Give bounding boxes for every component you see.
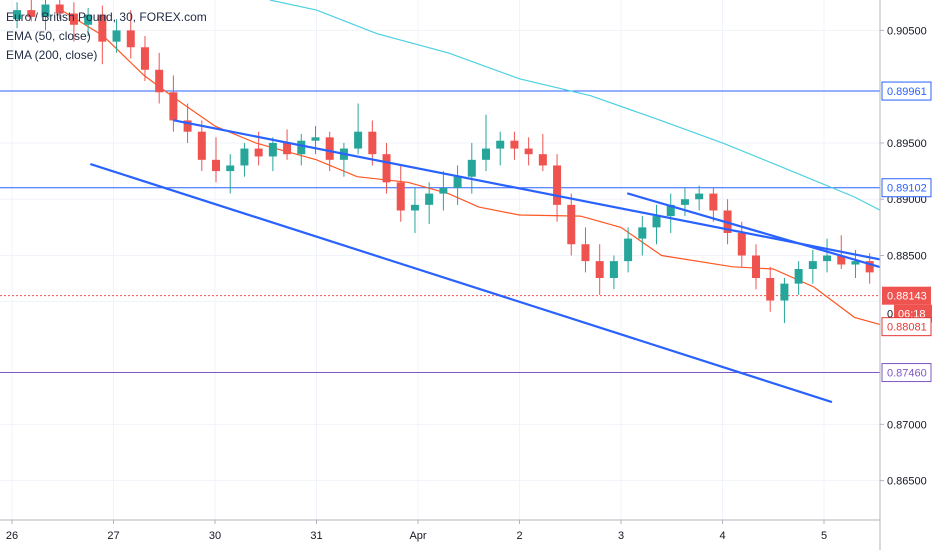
candle-body: [567, 204, 576, 245]
candle-body: [609, 261, 618, 279]
level-price-label: 0.89102: [887, 183, 927, 195]
candle-body: [126, 30, 135, 48]
x-tick-label: 26: [6, 530, 18, 542]
partial-axis-label: 0: [887, 309, 893, 321]
candle-body: [98, 14, 107, 42]
price-labels: 0.899610.891020.874600.8814306:180.88081…: [881, 81, 932, 383]
candle-body: [212, 159, 221, 172]
candle-body: [553, 165, 562, 205]
level-price-label-tag: [881, 363, 932, 383]
candle-body: [439, 187, 448, 194]
candle-body: [69, 13, 78, 25]
horizontal-levels[interactable]: [0, 90, 880, 374]
y-tick-label: 0.86500: [887, 476, 927, 488]
candle-body: [283, 142, 292, 155]
grid: [0, 0, 880, 520]
x-tick-label: 27: [107, 530, 119, 542]
candle-body: [140, 47, 149, 70]
y-tick-label: 0.88500: [887, 250, 927, 262]
candle-body: [297, 140, 306, 155]
candle-body: [425, 193, 434, 205]
candle-body: [354, 131, 363, 149]
candle-body: [311, 137, 320, 141]
x-tick-label: 30: [209, 530, 221, 542]
level-price-label: 0.89961: [887, 86, 927, 98]
candle-body: [780, 283, 789, 301]
ema200-line: [269, 0, 932, 237]
candle-body: [254, 148, 263, 157]
chart-legend: Euro / British Pound, 30, FOREX.com EMA …: [6, 8, 207, 65]
candle-body: [695, 193, 704, 200]
candle-body: [183, 120, 192, 132]
level-price-label-tag: [881, 178, 932, 198]
channel-lower-line[interactable]: [90, 163, 833, 403]
candle-body: [84, 14, 93, 25]
candle-body: [638, 227, 647, 239]
candle-body: [240, 148, 249, 166]
candle-body: [581, 244, 590, 262]
candle-body: [666, 204, 675, 217]
candle-body: [510, 140, 519, 149]
candle-body: [467, 159, 476, 177]
candle-body: [112, 30, 121, 42]
candle-body: [709, 193, 718, 211]
candle-body: [851, 261, 860, 265]
candle-body: [13, 10, 22, 20]
candle-body: [823, 255, 832, 262]
candle-body: [368, 131, 377, 155]
last-price-label: 0.88143: [887, 291, 927, 303]
symbol-title[interactable]: Euro / British Pound, 30, FOREX.com: [6, 10, 207, 24]
candle-body: [410, 204, 419, 211]
candle-body: [652, 216, 661, 228]
candle-body: [538, 154, 547, 166]
candle-body: [268, 142, 277, 157]
candle-body: [624, 238, 633, 262]
x-tick-label: Apr: [409, 530, 426, 542]
last-price-label-tag: [882, 286, 931, 305]
x-tick-label: 4: [719, 530, 725, 542]
level-price-label-tag: [881, 81, 932, 101]
candle-body: [524, 148, 533, 155]
ema50-legend[interactable]: EMA (50, close): [6, 29, 91, 43]
candle-body: [751, 255, 760, 279]
x-tick-label: 3: [618, 530, 624, 542]
candle-body: [737, 232, 746, 256]
x-tick-label: 31: [310, 530, 322, 542]
candle-body: [794, 269, 803, 284]
channel-upper-line[interactable]: [173, 119, 932, 302]
time-axis[interactable]: [0, 520, 880, 550]
candle-body: [595, 261, 604, 279]
candle-body: [808, 261, 817, 270]
y-tick-label: 0.87000: [887, 419, 927, 431]
candle-body: [382, 154, 391, 183]
candle-body: [496, 140, 505, 149]
ema200-legend[interactable]: EMA (200, close): [6, 48, 98, 62]
candle-body: [396, 182, 405, 211]
y-tick-label: 0.89500: [887, 138, 927, 150]
candle-body: [41, 4, 50, 17]
candle-body: [226, 165, 235, 172]
x-tick-label: 2: [516, 530, 522, 542]
candle-body: [837, 255, 846, 265]
candle-body: [169, 92, 178, 121]
candle-body: [482, 148, 491, 160]
ema-price-label: 0.88081: [887, 322, 927, 334]
candle-body: [197, 131, 206, 160]
y-tick-label: 0.90500: [887, 25, 927, 37]
level-price-label: 0.87460: [887, 368, 927, 380]
candle-body: [680, 199, 689, 205]
candle-body: [55, 4, 64, 14]
candle-body: [453, 176, 462, 188]
candle-body: [766, 278, 775, 301]
candle-body: [27, 10, 36, 17]
candle-body: [325, 137, 334, 160]
x-tick-label: 5: [821, 530, 827, 542]
ema-price-label-tag: [881, 317, 932, 337]
candle-body: [865, 261, 874, 273]
candle-body: [155, 69, 164, 93]
ema200-layer: [269, 0, 932, 237]
